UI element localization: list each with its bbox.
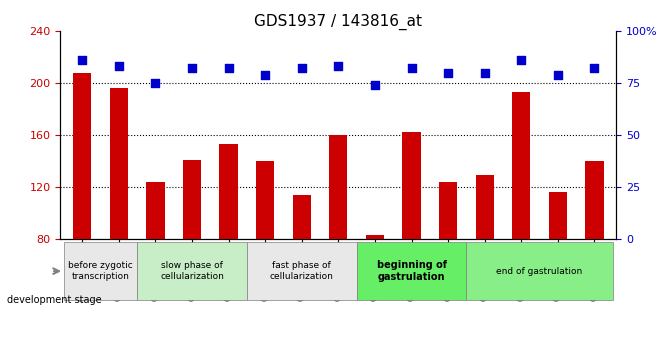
Point bbox=[406, 66, 417, 71]
Bar bbox=[586, 161, 604, 239]
Title: GDS1937 / 143816_at: GDS1937 / 143816_at bbox=[255, 13, 422, 30]
Text: beginning of
gastrulation: beginning of gastrulation bbox=[377, 260, 446, 282]
FancyBboxPatch shape bbox=[137, 242, 247, 300]
Point bbox=[333, 63, 344, 69]
Point bbox=[479, 70, 490, 75]
Bar bbox=[403, 132, 421, 239]
FancyBboxPatch shape bbox=[466, 242, 613, 300]
Point bbox=[443, 70, 454, 75]
Point bbox=[260, 72, 271, 77]
Point bbox=[113, 63, 124, 69]
Bar bbox=[329, 135, 348, 239]
Text: before zygotic
transcription: before zygotic transcription bbox=[68, 262, 133, 281]
Point bbox=[187, 66, 198, 71]
Bar bbox=[439, 181, 457, 239]
Point bbox=[223, 66, 234, 71]
Point bbox=[516, 57, 527, 63]
Point bbox=[150, 80, 161, 86]
FancyBboxPatch shape bbox=[247, 242, 356, 300]
Point bbox=[589, 66, 600, 71]
Point bbox=[296, 66, 307, 71]
Bar bbox=[73, 72, 91, 239]
Bar bbox=[256, 161, 274, 239]
Text: fast phase of
cellularization: fast phase of cellularization bbox=[270, 262, 334, 281]
Bar bbox=[146, 181, 165, 239]
Text: end of gastrulation: end of gastrulation bbox=[496, 267, 583, 276]
Text: slow phase of
cellularization: slow phase of cellularization bbox=[160, 262, 224, 281]
Bar bbox=[220, 144, 238, 239]
Text: development stage: development stage bbox=[7, 295, 101, 305]
Bar bbox=[512, 92, 531, 239]
Bar bbox=[366, 235, 384, 239]
Point bbox=[77, 57, 88, 63]
FancyBboxPatch shape bbox=[356, 242, 466, 300]
Point bbox=[370, 82, 381, 88]
Point bbox=[553, 72, 563, 77]
Bar bbox=[476, 175, 494, 239]
Bar bbox=[293, 195, 311, 239]
Bar bbox=[110, 88, 128, 239]
Bar bbox=[549, 192, 567, 239]
FancyBboxPatch shape bbox=[64, 242, 137, 300]
Bar bbox=[183, 159, 201, 239]
